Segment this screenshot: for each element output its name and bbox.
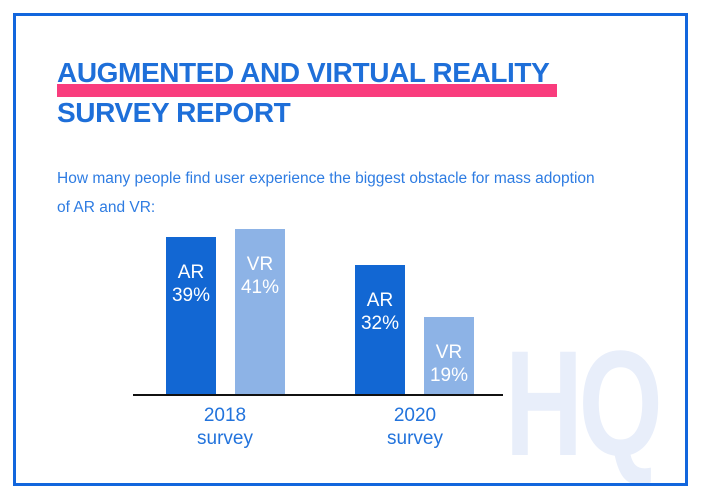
chart-subtitle-line2: of AR and VR: (57, 199, 156, 216)
bar-vr-2018: VR 41% (235, 229, 285, 394)
chart-subtitle: How many people find user experience the… (57, 164, 595, 222)
category-label-2018: 2018 survey (165, 404, 285, 450)
category-year: 2020 (393, 405, 437, 426)
title-highlight (57, 84, 557, 97)
bar-value-label: 19% (429, 365, 469, 386)
page-title-line1: AUGMENTED AND VIRTUAL REALITY (57, 57, 550, 88)
category-year: 2018 (203, 405, 247, 426)
page-title-line2: SURVEY REPORT (57, 97, 291, 128)
bar-value-label: 41% (240, 277, 280, 298)
bar-series-label: VR (246, 254, 274, 275)
category-word: survey (197, 428, 253, 449)
page-title: AUGMENTED AND VIRTUAL REALITY SURVEY REPO… (57, 53, 550, 133)
bar-value-label: 32% (360, 313, 400, 334)
bar-ar-2020: AR 32% (355, 265, 405, 394)
category-word: survey (387, 428, 443, 449)
bar-series-label: AR (366, 290, 394, 311)
bar-value-label: 39% (171, 285, 211, 306)
bar-series-label: VR (435, 342, 463, 363)
bar-series-label: AR (177, 262, 205, 283)
category-label-2020: 2020 survey (355, 404, 475, 450)
bar-chart: AR 39% VR 41% 2018 survey AR 32% VR 19% 2020 survey (133, 220, 503, 449)
bar-ar-2018: AR 39% (166, 237, 216, 394)
chart-subtitle-line1: How many people find user experience the… (57, 170, 595, 187)
hq-logo-watermark: HQ (505, 319, 663, 487)
bar-vr-2020: VR 19% (424, 317, 474, 394)
